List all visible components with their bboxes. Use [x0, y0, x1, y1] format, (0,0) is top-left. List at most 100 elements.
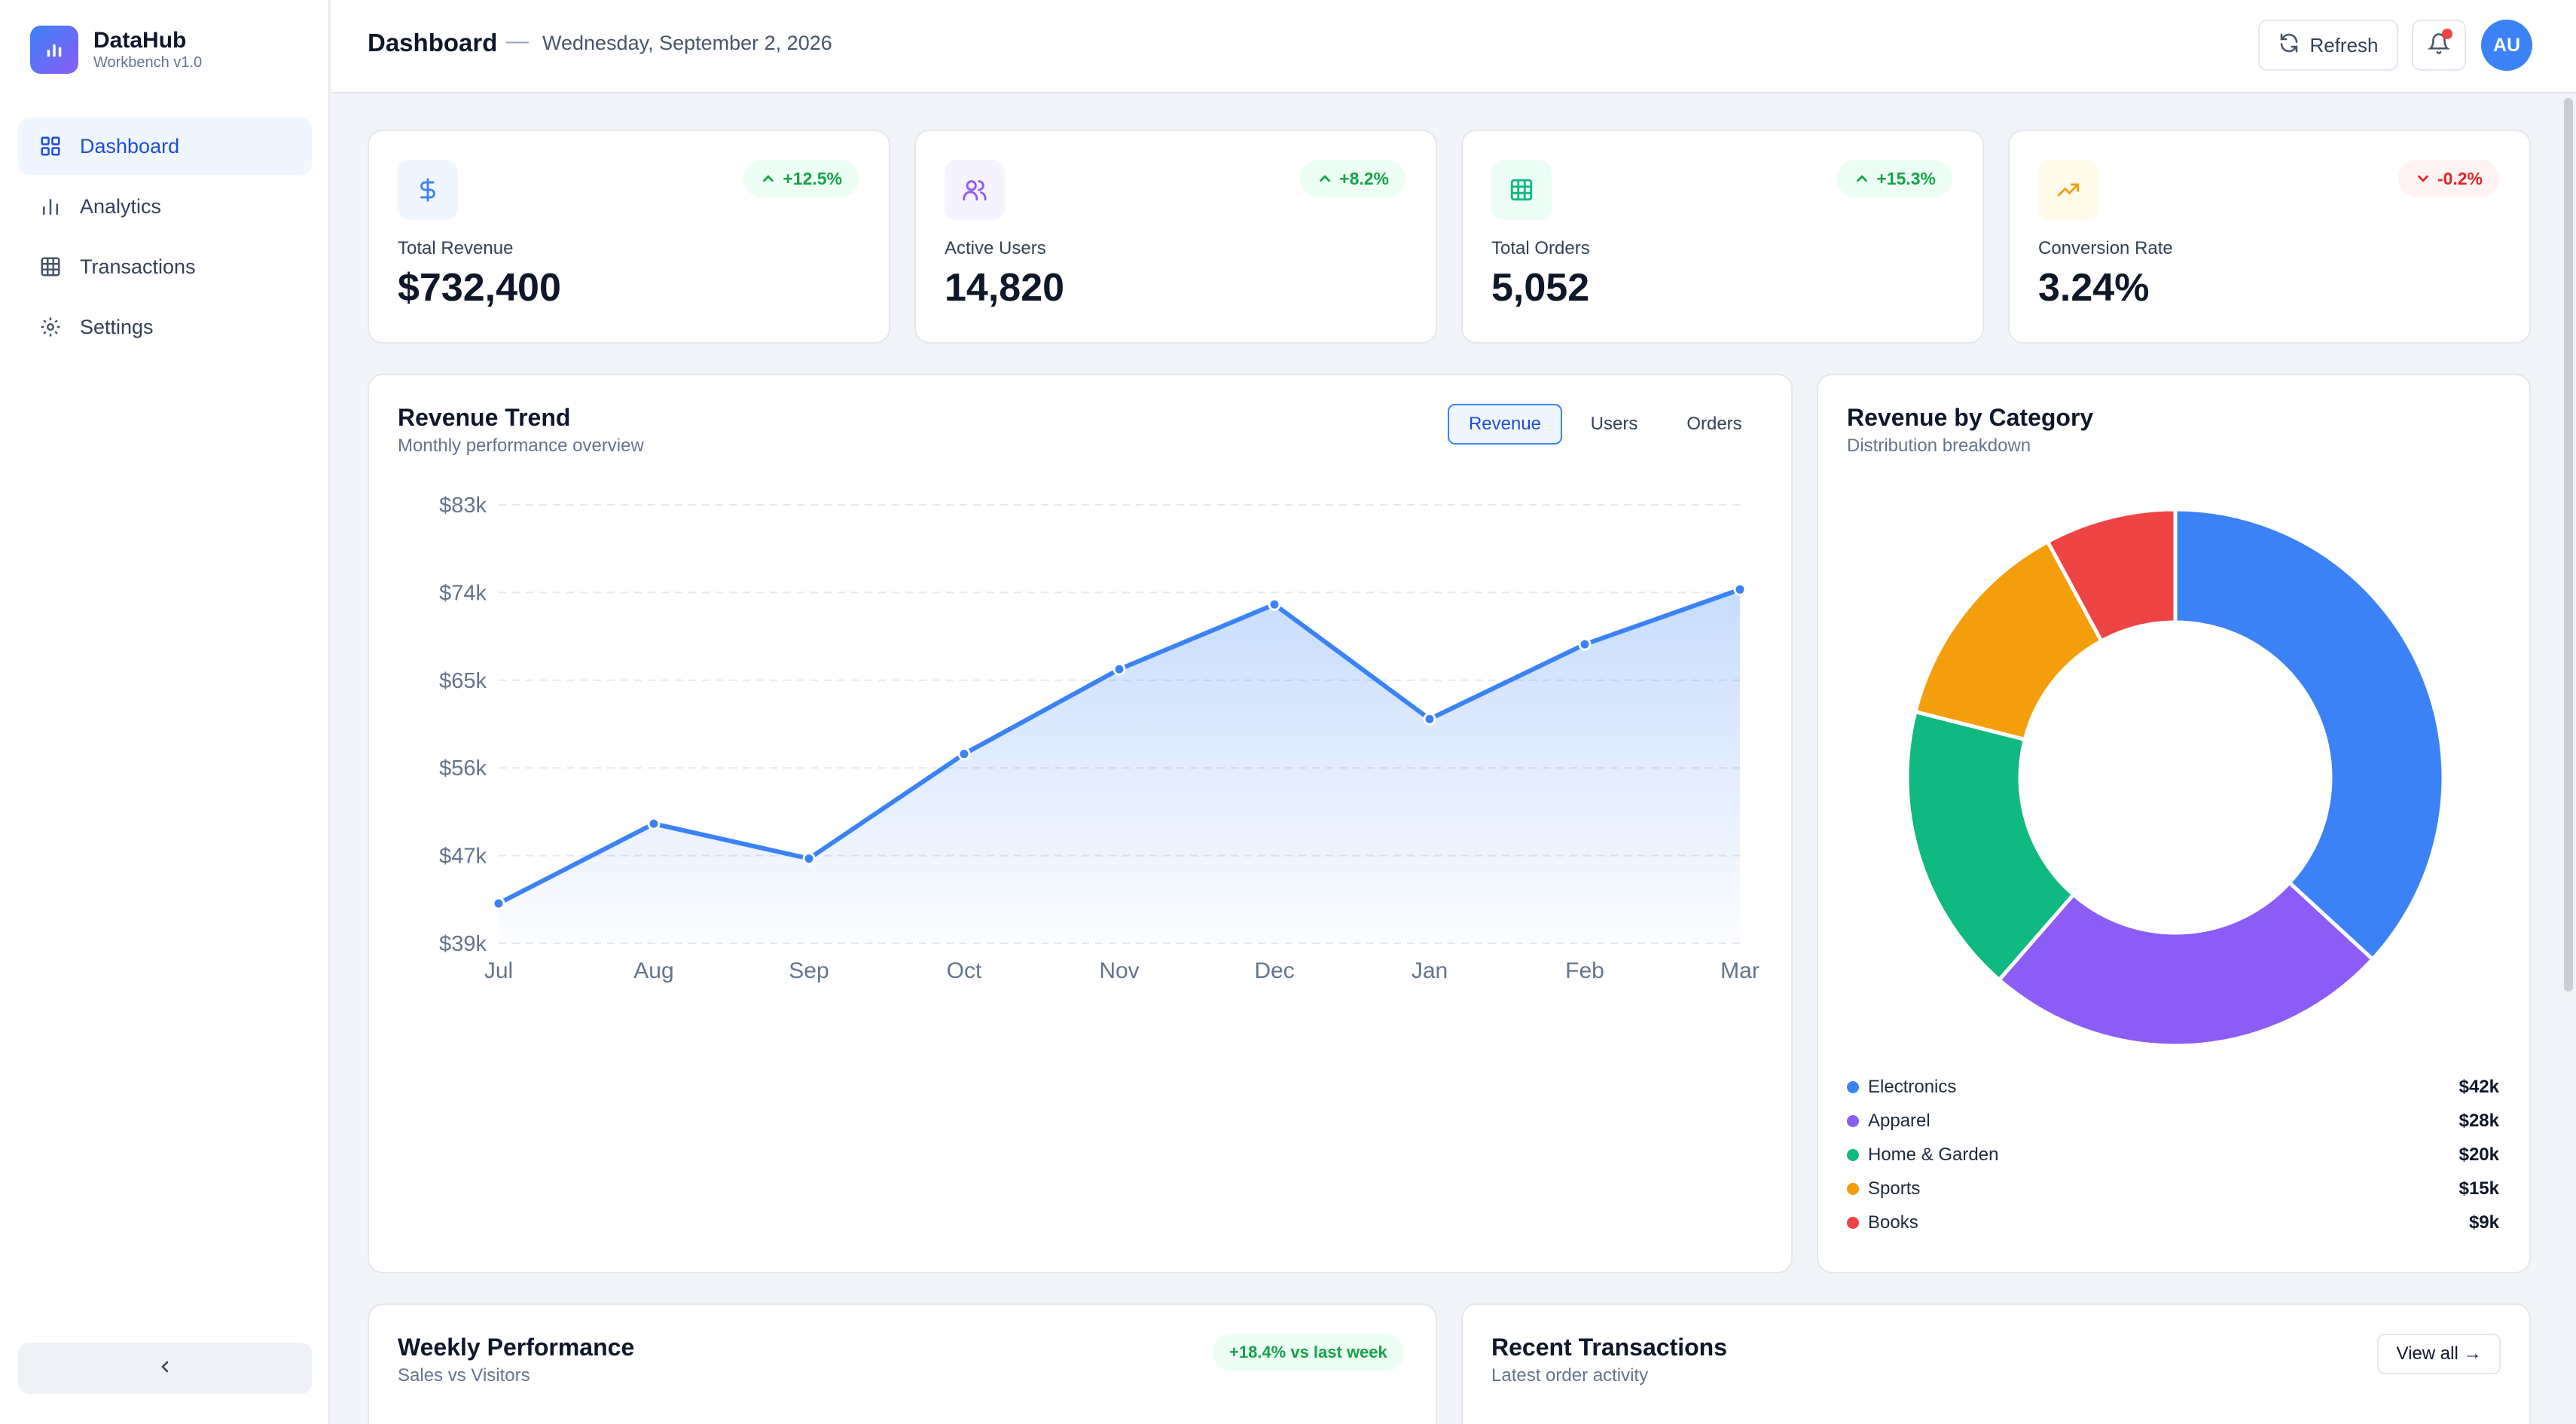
grid-icon: [38, 133, 63, 159]
data-point[interactable]: [1423, 712, 1436, 726]
tab-orders[interactable]: Orders: [1686, 414, 1742, 434]
stat-label: Conversion Rate: [2038, 238, 2173, 258]
revenue-category-donut: [1905, 507, 2446, 1048]
refresh-icon: [2278, 32, 2309, 60]
trending-up-icon: [2038, 160, 2098, 220]
revenue-category-card: Revenue by Category Distribution breakdo…: [1817, 374, 2531, 1273]
tab-revenue[interactable]: Revenue: [1448, 404, 1562, 445]
legend-value: $42k: [2458, 1076, 2499, 1097]
legend-dot: [1847, 1148, 1859, 1161]
card-subtitle: Monthly performance overview: [398, 435, 644, 456]
data-point[interactable]: [647, 817, 661, 830]
chevron-left-icon: [156, 1358, 174, 1380]
data-point[interactable]: [1733, 582, 1747, 596]
bell-icon: [2427, 32, 2451, 59]
data-point[interactable]: [1268, 597, 1281, 611]
brand-name: DataHub: [93, 28, 187, 53]
y-tick-label: $74k: [439, 581, 487, 605]
tab-users[interactable]: Users: [1590, 414, 1638, 434]
revenue-trend-card: Revenue Trend Monthly performance overvi…: [368, 374, 1793, 1273]
brand-version: Workbench v1.0: [93, 54, 203, 71]
data-point[interactable]: [1113, 662, 1126, 676]
page-scrollbar[interactable]: [2564, 98, 2573, 992]
card-subtitle: Sales vs Visitors: [398, 1365, 530, 1386]
stat-value: $732,400: [398, 266, 561, 310]
legend-item: Books $9k: [1847, 1206, 2499, 1239]
card-title: Weekly Performance: [398, 1334, 635, 1361]
table-icon: [1491, 160, 1552, 220]
donut-slice[interactable]: [1905, 709, 2077, 982]
y-tick-label: $56k: [439, 756, 487, 781]
x-tick-label: Oct: [947, 958, 982, 983]
card-title: Revenue by Category: [1847, 404, 2094, 431]
notification-dot: [2442, 29, 2452, 39]
refresh-button[interactable]: Refresh: [2258, 20, 2398, 71]
sidebar-item-label: Transactions: [80, 255, 196, 278]
page-title: Dashboard: [368, 29, 498, 57]
legend-label: Electronics: [1868, 1076, 1957, 1097]
x-tick-label: Mar: [1720, 958, 1760, 983]
card-subtitle: Distribution breakdown: [1847, 435, 2031, 456]
x-tick-label: Dec: [1254, 958, 1294, 983]
legend-value: $28k: [2458, 1110, 2499, 1131]
y-tick-label: $47k: [439, 845, 487, 869]
data-point[interactable]: [802, 852, 816, 866]
sidebar-item-transactions[interactable]: Transactions: [18, 238, 312, 295]
x-tick-label: Aug: [633, 958, 673, 983]
y-tick-label: $65k: [439, 669, 487, 693]
legend-value: $20k: [2458, 1144, 2499, 1165]
stat-card-revenue: +12.5% Total Revenue $732,400: [368, 130, 890, 344]
stat-value: 5,052: [1491, 266, 1590, 310]
stat-value: 3.24%: [2038, 266, 2150, 310]
revenue-area: [499, 589, 1740, 943]
category-legend: Electronics $42k Apparel $28k Home & Garden $…: [1847, 1070, 2499, 1239]
stat-label: Total Revenue: [398, 238, 514, 258]
sidebar-item-dashboard[interactable]: Dashboard: [18, 118, 312, 175]
legend-dot: [1847, 1216, 1859, 1229]
legend-item: Home & Garden $20k: [1847, 1138, 2499, 1172]
y-tick-label: $83k: [439, 494, 487, 518]
recent-transactions-card: Recent Transactions Latest order activit…: [1461, 1303, 2531, 1424]
legend-label: Apparel: [1868, 1110, 1930, 1131]
sidebar-item-settings[interactable]: Settings: [18, 298, 312, 356]
legend-value: $9k: [2468, 1212, 2499, 1233]
x-tick-label: Nov: [1099, 958, 1139, 983]
donut-slice[interactable]: [2045, 507, 2178, 644]
legend-item: Sports $15k: [1847, 1172, 2499, 1206]
x-tick-label: Jul: [484, 958, 513, 983]
card-title: Recent Transactions: [1491, 1334, 1727, 1361]
brand[interactable]: DataHub Workbench v1.0: [30, 26, 202, 74]
revenue-trend-chart: $39k $47k $56k $65k $74k $83k Jul Aug Sep Oct Nov D…: [439, 494, 1760, 983]
legend-label: Home & Garden: [1868, 1144, 1999, 1165]
data-point[interactable]: [1578, 637, 1592, 651]
stat-label: Active Users: [945, 238, 1046, 258]
gear-icon: [38, 314, 63, 340]
collapse-sidebar-button[interactable]: [18, 1343, 312, 1394]
x-tick-label: Feb: [1565, 958, 1604, 983]
notifications-button[interactable]: [2412, 20, 2466, 71]
legend-dot: [1847, 1182, 1859, 1195]
view-all-button[interactable]: View all →: [2377, 1334, 2501, 1374]
sidebar-item-label: Dashboard: [80, 134, 180, 157]
sidebar-nav: Dashboard Analytics Transactions Setting…: [18, 118, 312, 359]
sidebar: DataHub Workbench v1.0 Dashboard Analyti…: [0, 0, 330, 1424]
donut-slice[interactable]: [2173, 507, 2446, 962]
card-title: Revenue Trend: [398, 404, 571, 431]
avatar[interactable]: AU: [2481, 20, 2532, 71]
legend-value: $15k: [2458, 1178, 2499, 1199]
x-tick-label: Sep: [789, 958, 829, 983]
data-point[interactable]: [957, 747, 971, 761]
legend-item: Electronics $42k: [1847, 1070, 2499, 1104]
donut-slice[interactable]: [1996, 879, 2376, 1048]
bar-chart-icon: [38, 194, 63, 219]
data-point[interactable]: [492, 897, 505, 910]
refresh-label: Refresh: [2309, 33, 2379, 57]
y-tick-label: $39k: [439, 932, 487, 956]
stat-card-conversion: -0.2% Conversion Rate 3.24%: [2008, 130, 2531, 344]
sidebar-item-analytics[interactable]: Analytics: [18, 178, 312, 235]
stat-card-orders: +15.3% Total Orders 5,052: [1461, 130, 1984, 344]
x-tick-label: Jan: [1412, 958, 1448, 983]
stat-value: 14,820: [945, 266, 1065, 310]
stat-label: Total Orders: [1491, 238, 1590, 258]
